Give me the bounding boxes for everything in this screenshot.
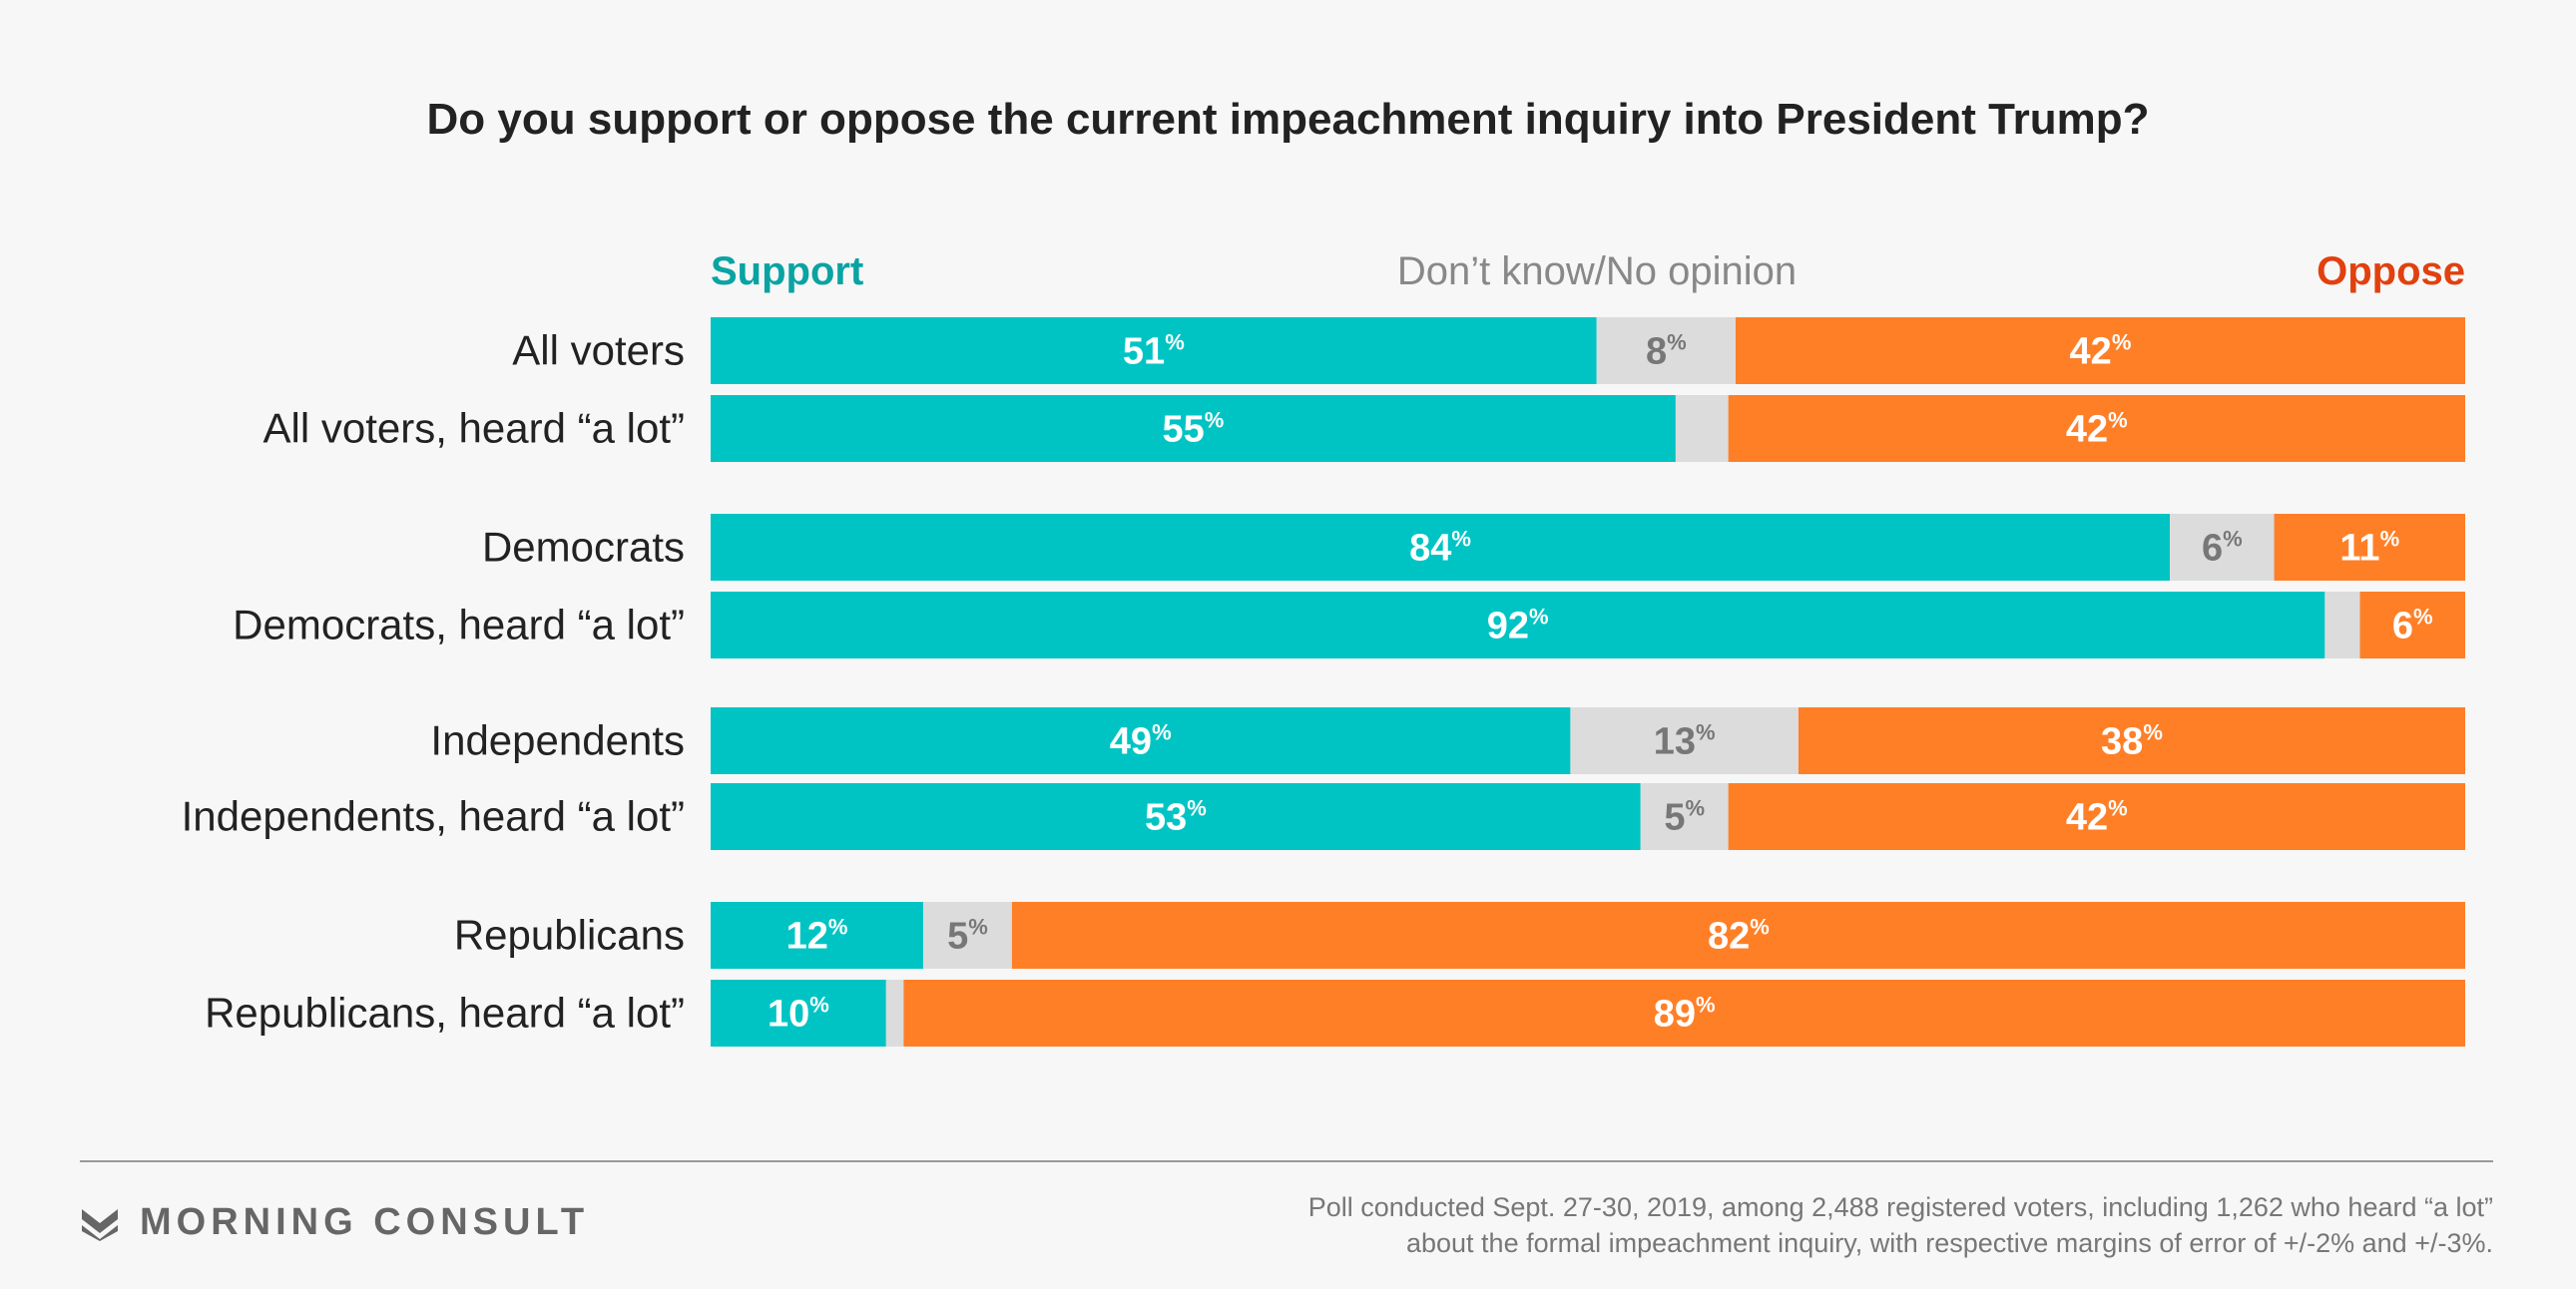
data-label-oppose: 89%	[1654, 993, 1716, 1036]
bar-support	[711, 514, 2171, 581]
footnote: Poll conducted Sept. 27-30, 2019, among …	[996, 1189, 2493, 1262]
bar-support	[711, 980, 886, 1047]
bar-oppose	[1798, 707, 2465, 774]
brand-name: MORNING CONSULT	[140, 1201, 590, 1243]
bar-support	[711, 902, 924, 969]
bar-dont-know	[885, 980, 904, 1047]
category-label: All voters	[512, 327, 685, 374]
category-label: Democrats, heard “a lot”	[233, 602, 685, 648]
bar-dont-know	[2324, 592, 2360, 658]
bar-support	[711, 707, 1571, 774]
bar-dont-know	[2170, 514, 2275, 581]
chart-title: Do you support or oppose the current imp…	[426, 95, 2150, 144]
footer-divider	[80, 1160, 2493, 1162]
bar-oppose	[1728, 395, 2465, 462]
category-label: Independents	[430, 717, 685, 764]
bar-support	[711, 592, 2325, 658]
category-label: Republicans	[454, 912, 685, 959]
brand-logo: MORNING CONSULT	[80, 1201, 589, 1244]
bar-dont-know	[1675, 395, 1729, 462]
bar-dont-know	[1596, 317, 1736, 384]
category-label: Democrats	[482, 524, 685, 571]
bar-dont-know	[1640, 783, 1729, 850]
category-label: Republicans, heard “a lot”	[205, 990, 685, 1037]
legend-oppose: Oppose	[2317, 249, 2465, 293]
category-label: Independents, heard “a lot”	[182, 793, 685, 840]
bar-oppose	[2274, 514, 2465, 581]
morning-consult-logo-icon	[82, 1208, 118, 1241]
bar-dont-know	[923, 902, 1012, 969]
bar-oppose	[1011, 902, 2465, 969]
stacked-bar-chart: All voters 51% 8% 42%All voters, heard “a l…	[182, 317, 2465, 1047]
legend-dont-know: Don’t know/No opinion	[1396, 249, 1798, 293]
legend-support: Support	[711, 249, 864, 293]
bar-oppose	[1735, 317, 2465, 384]
bar-dont-know	[1570, 707, 1799, 774]
bar-oppose	[903, 980, 2465, 1047]
bar-support	[711, 783, 1641, 850]
bar-oppose	[1728, 783, 2465, 850]
data-label-support: 10%	[768, 993, 829, 1036]
data-label-oppose: 42%	[2066, 408, 2128, 451]
bar-oppose	[2359, 592, 2465, 658]
bar-support	[711, 395, 1676, 462]
category-label: All voters, heard “a lot”	[262, 405, 685, 452]
data-label-dont-know: 5%	[1664, 796, 1705, 839]
footnote-line-2: about the formal impeachment inquiry, wi…	[1405, 1228, 2493, 1259]
data-label-dont-know: 8%	[1646, 330, 1687, 373]
footnote-line-1: Poll conducted Sept. 27-30, 2019, among …	[1307, 1192, 2493, 1222]
bar-support	[711, 317, 1597, 384]
